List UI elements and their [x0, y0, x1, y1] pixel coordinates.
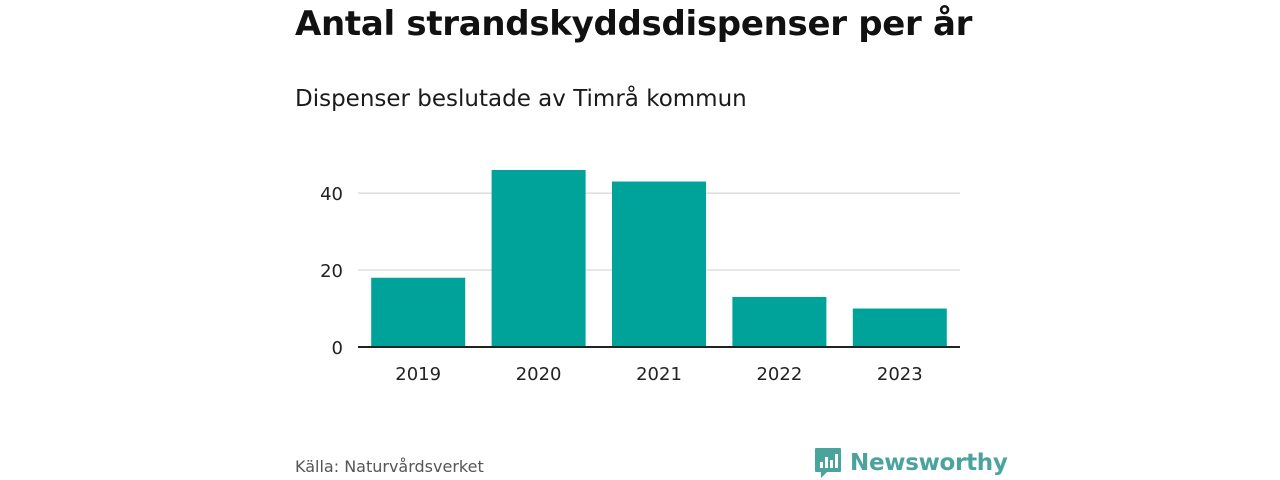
axes: 0 20 40 2019 2020 2021 2022 2023: [320, 184, 960, 385]
x-tick-label: 2021: [636, 364, 682, 385]
bar: [371, 277, 466, 347]
chart-subtitle: Dispenser beslutade av Timrå kommun: [295, 86, 747, 112]
x-tick-label: 2023: [877, 364, 923, 385]
chart-title: Antal strandskyddsdispenser per år: [295, 4, 973, 44]
y-tick-label: 20: [320, 261, 343, 282]
bars: [371, 170, 947, 347]
x-tick-label: 2019: [395, 364, 441, 385]
brand-logo: Newsworthy: [814, 446, 1008, 480]
bar: [732, 296, 827, 347]
x-tick-label: 2020: [516, 364, 562, 385]
newsworthy-logo-icon: [815, 448, 841, 478]
x-tick-label: 2022: [756, 364, 802, 385]
bar: [852, 308, 947, 347]
bar: [491, 170, 586, 347]
brand-name: Newsworthy: [850, 450, 1008, 476]
y-tick-label: 0: [332, 338, 343, 359]
bar: [612, 181, 706, 347]
y-tick-label: 40: [320, 184, 343, 205]
source-note: Källa: Naturvårdsverket: [295, 457, 484, 476]
